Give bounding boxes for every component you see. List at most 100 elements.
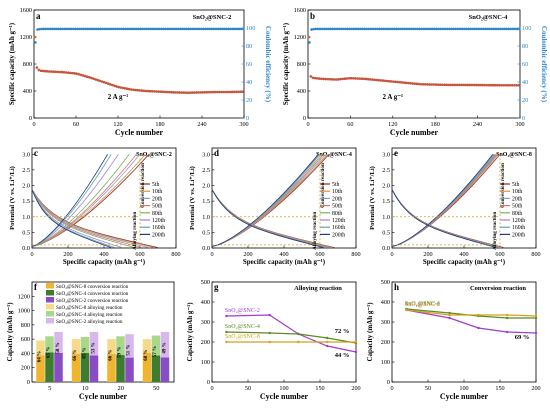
charge-curve — [31, 154, 108, 247]
y-axis-label: Specific capacity (mAh g⁻¹) — [282, 22, 290, 105]
ce-point — [416, 27, 419, 31]
capacity-point — [239, 90, 242, 94]
legend-entry: 120th — [152, 218, 165, 224]
bar-percent-label: 53 % — [91, 342, 96, 353]
ce-point — [164, 27, 167, 31]
ce-point — [242, 27, 245, 31]
ce-point — [422, 27, 426, 31]
ce-point — [44, 27, 48, 31]
ce-point — [378, 27, 381, 31]
ce-point — [342, 27, 345, 31]
capacity-point — [205, 90, 209, 94]
capacity-point — [313, 76, 317, 80]
ce-point — [170, 27, 174, 31]
ce-point — [494, 27, 498, 31]
capacity-point — [176, 91, 179, 94]
ce-point — [399, 27, 402, 31]
discharge-curve — [31, 189, 135, 248]
ce-point — [99, 27, 102, 31]
legend-swatch — [46, 290, 54, 296]
series-label: SnO₂@SNC-4 — [225, 324, 260, 330]
y-tick-label: 100 — [201, 359, 210, 366]
capacity-point — [69, 71, 72, 75]
capacity-point — [218, 90, 221, 94]
y2-axis-label: Coulombic efficiency (%) — [264, 26, 272, 103]
discharge-curve — [211, 189, 324, 249]
ce-point — [233, 27, 237, 31]
ce-point — [139, 27, 142, 31]
y-tick-label: 0 — [387, 379, 390, 386]
ce-point — [149, 27, 153, 31]
capacity-point — [404, 81, 408, 85]
legend-entry: 80th — [152, 211, 162, 217]
capacity-point — [508, 83, 512, 87]
ce-point — [143, 27, 146, 31]
x-axis-label: Cycle number — [390, 128, 439, 137]
capacity-point — [517, 83, 520, 87]
conversion-region-label: Conversion reaction — [500, 163, 506, 208]
capacity-point — [60, 70, 64, 74]
legend-entry: 50th — [332, 204, 342, 210]
y-tick-label: 0.5 — [202, 229, 210, 236]
legend-entry: 20th — [332, 196, 342, 202]
ce-point — [469, 27, 472, 31]
capacity-point — [71, 71, 74, 75]
panel-letter-b: b — [310, 11, 315, 21]
capacity-point — [356, 77, 359, 80]
alloying-region-label: Alloying reaction — [132, 212, 138, 250]
y-tick-label: 2.0 — [22, 183, 30, 190]
capacity-point — [104, 81, 108, 85]
ce-point — [367, 27, 371, 31]
ce-point — [395, 27, 398, 31]
legend-swatch — [46, 283, 54, 289]
ce-point — [403, 27, 407, 31]
capacity-point — [211, 90, 215, 94]
capacity-point — [453, 83, 457, 87]
capacity-point — [172, 91, 175, 94]
ce-point — [388, 27, 392, 31]
x-tick-label: 20 — [118, 385, 125, 392]
panel-label: SnO₂@SNC-4 — [469, 14, 508, 21]
series-point — [506, 313, 509, 317]
y-tick-label: 800 — [21, 322, 30, 329]
capacity-point — [132, 88, 135, 92]
x-axis-label: Cycle number — [440, 392, 489, 401]
ce-point — [38, 27, 41, 31]
ce-point — [65, 27, 69, 31]
ce-point — [191, 27, 195, 31]
panel-e: SnO₂@SNC-8 0 200 400 600 800 0.0 0.5 1.0 1.5 2.0 2.… — [369, 147, 541, 266]
ce-point — [454, 27, 457, 31]
ce-point — [40, 27, 43, 31]
x-tick-label: 200 — [243, 251, 252, 258]
charge-curve — [31, 154, 130, 247]
ce-point — [185, 27, 188, 31]
capacity-point — [343, 77, 347, 81]
ce-point — [166, 27, 169, 31]
panel-letter-g: g — [214, 282, 219, 292]
x-tick-label: 180 — [431, 121, 440, 128]
capacity-point — [485, 83, 489, 87]
y-axis-label: Potential (V vs. Li⁺/Li) — [369, 166, 376, 230]
legend-entry: 120th — [512, 218, 525, 224]
capacity-point — [125, 87, 129, 91]
capacity-point — [109, 83, 112, 86]
y2-tick-label: 80 — [246, 43, 252, 50]
ce-point — [126, 27, 130, 31]
capacity-point — [392, 80, 395, 83]
capacity-point — [436, 83, 440, 86]
capacity-point — [232, 90, 236, 94]
y-tick-label: 0.0 — [202, 245, 210, 252]
capacity-point — [127, 87, 131, 91]
ce-point — [103, 27, 106, 31]
ce-point — [401, 27, 404, 31]
y-tick-label: 2.0 — [202, 183, 210, 190]
capacity-point — [307, 35, 311, 39]
capacity-point — [341, 77, 344, 81]
capacity-point — [368, 78, 372, 81]
bar-alloying — [142, 339, 152, 353]
legend-entry: 50th — [512, 204, 522, 210]
capacity-point — [354, 77, 357, 80]
legend-entry: 120th — [332, 218, 345, 224]
bar-alloying — [36, 340, 45, 356]
ce-point — [225, 27, 228, 31]
